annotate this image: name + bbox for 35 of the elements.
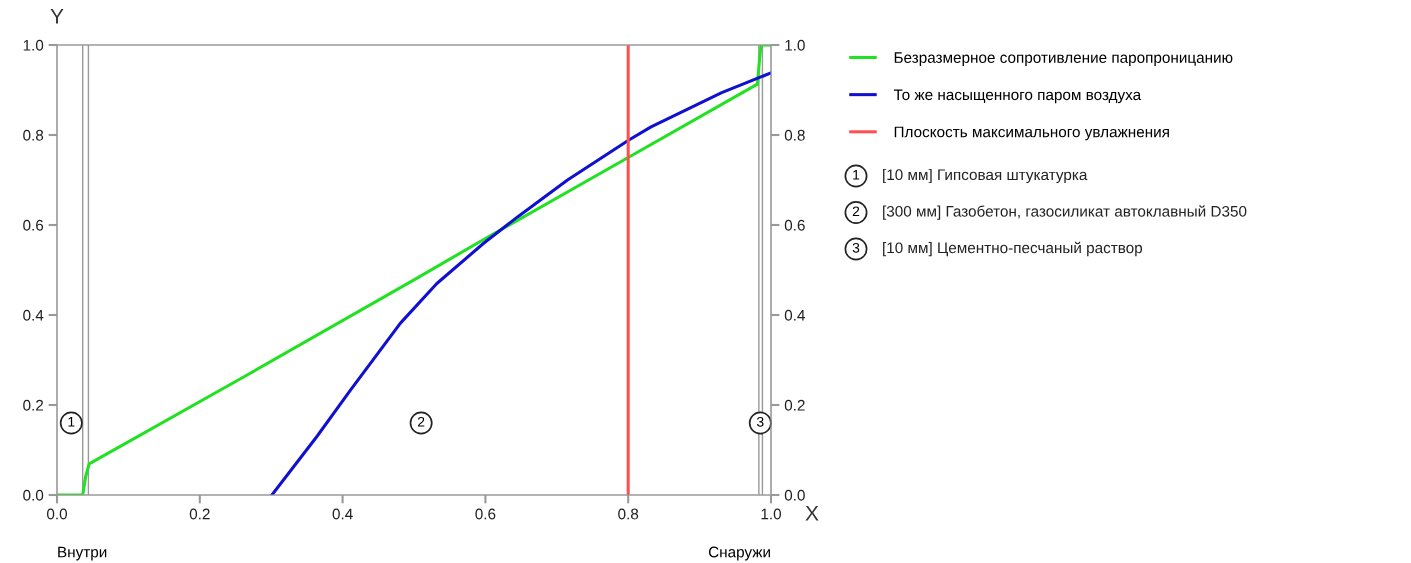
text: Внутри (58, 546, 107, 561)
legend-label: Безразмерное сопротивление паропроницанию (894, 52, 1233, 66)
annotation: 2 (417, 416, 425, 427)
y2-tick-label: 0.0 (784, 489, 805, 501)
x-tick-label: 0.6 (475, 508, 496, 520)
y-tick-label: 0.4 (23, 309, 44, 321)
text: [300 мм] Газобетон, газосиликат автоклавный D350 (883, 205, 1247, 220)
text: [10 мм] Гипсовая штукатурка (883, 168, 1088, 184)
legend-label: Плоскость максимального увлажнения (894, 126, 1169, 141)
text: [10 мм] Цементно-песчаный раствор (883, 241, 1143, 257)
line-series (270, 71, 771, 495)
y2-tick-label: 1.0 (785, 39, 805, 51)
y-axis-title: Y (50, 9, 64, 24)
text: 2 (852, 206, 860, 217)
y-tick-label: 0.0 (23, 489, 44, 501)
y-tick-label: 0.6 (23, 219, 44, 231)
x-axis-title: X (805, 506, 819, 521)
y-tick-label: 1.0 (23, 39, 44, 51)
x-tick-label: 1.0 (761, 508, 782, 520)
y2-tick-label: 0.4 (784, 309, 805, 321)
x-tick-label: 0.2 (189, 508, 210, 520)
y-tick-label: 0.2 (23, 399, 44, 411)
text: 3 (852, 242, 860, 253)
x-tick-label: 0.0 (46, 508, 68, 520)
legend-label: То же насыщенного паром воздуха (893, 89, 1142, 104)
x-tick-label: 0.8 (618, 508, 639, 520)
annotation: 1 (68, 417, 75, 427)
x-tick-label: 0.4 (332, 508, 353, 520)
y2-tick-label: 0.8 (784, 129, 805, 141)
y2-tick-label: 0.6 (784, 219, 805, 231)
y2-tick-label: 0.2 (784, 399, 805, 411)
y-tick-label: 0.8 (23, 129, 44, 141)
annotation: 3 (756, 416, 764, 427)
text: Снаружи (708, 546, 770, 561)
text: 1 (853, 170, 860, 180)
